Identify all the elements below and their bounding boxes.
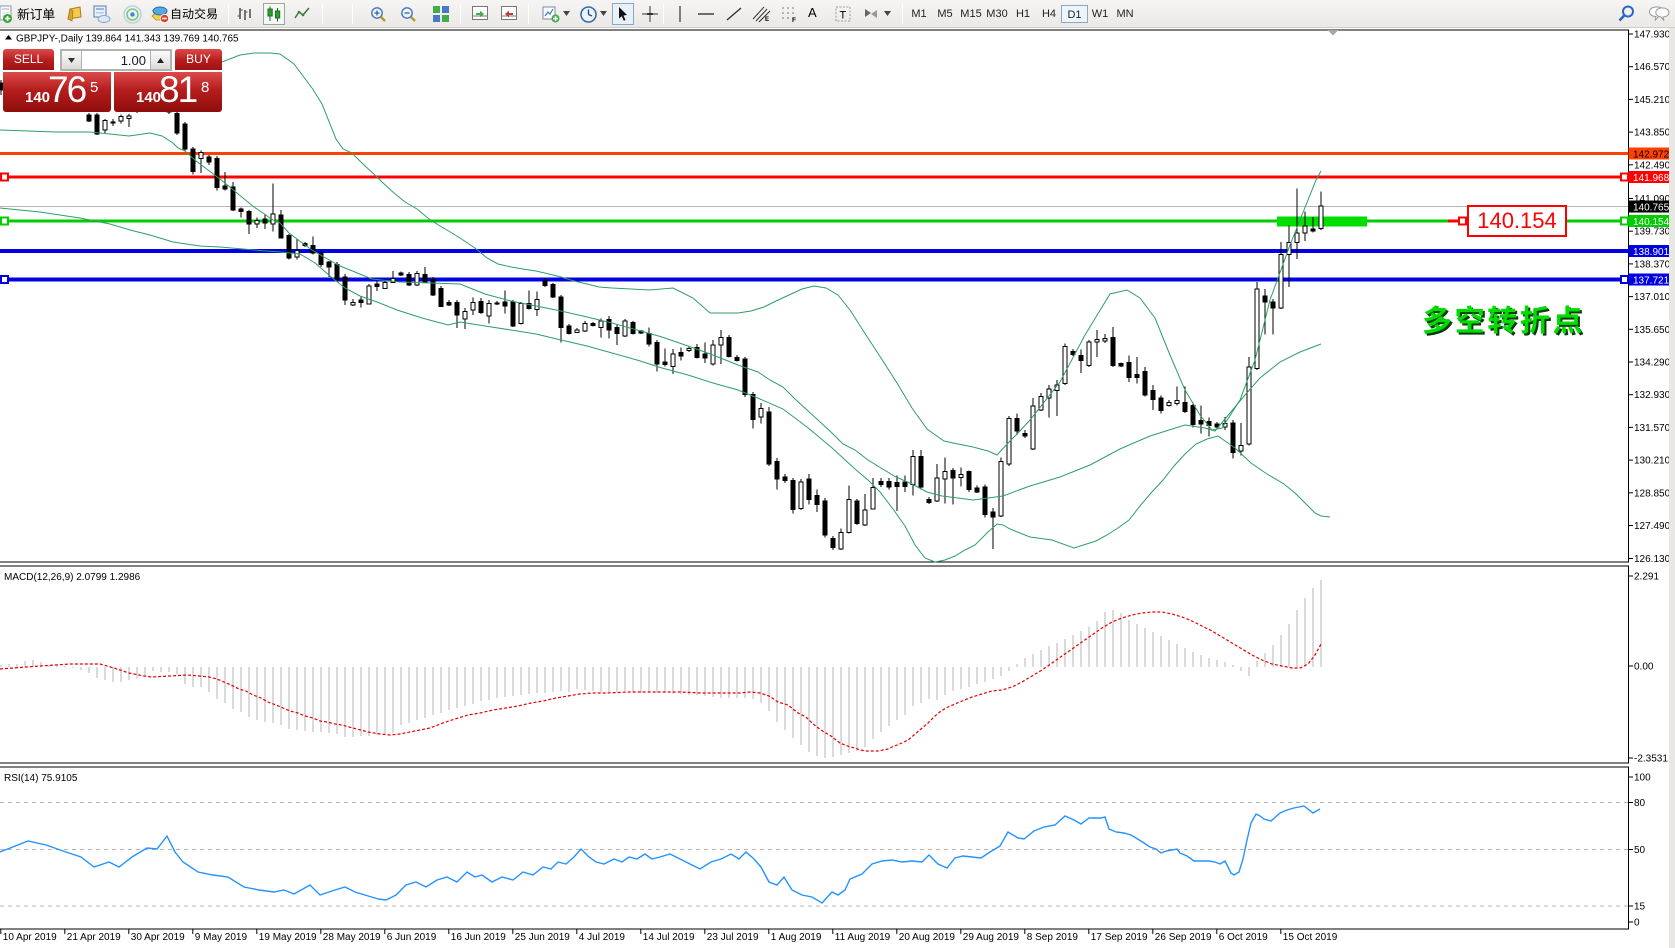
svg-text:137.721: 137.721 (1633, 275, 1670, 286)
svg-text:142.972: 142.972 (1633, 149, 1670, 160)
svg-text:23 Jul 2019: 23 Jul 2019 (707, 932, 759, 943)
svg-text:146.570: 146.570 (1634, 62, 1671, 73)
svg-text:137.010: 137.010 (1634, 292, 1671, 303)
svg-text:0: 0 (1634, 918, 1640, 929)
svg-text:9 May 2019: 9 May 2019 (195, 932, 248, 943)
svg-text:0.00: 0.00 (1634, 662, 1654, 673)
svg-text:8 Sep 2019: 8 Sep 2019 (1027, 932, 1079, 943)
svg-text:131.570: 131.570 (1634, 423, 1671, 434)
svg-text:127.490: 127.490 (1634, 521, 1671, 532)
svg-text:147.930: 147.930 (1634, 30, 1671, 41)
svg-text:11 Aug 2019: 11 Aug 2019 (835, 932, 891, 943)
svg-text:6 Jun 2019: 6 Jun 2019 (387, 932, 437, 943)
svg-text:145.210: 145.210 (1634, 95, 1671, 106)
svg-text:MACD(12,26,9) 2.0799 1.2986: MACD(12,26,9) 2.0799 1.2986 (4, 572, 141, 583)
svg-text:17 Sep 2019: 17 Sep 2019 (1091, 932, 1148, 943)
svg-text:126.130: 126.130 (1634, 554, 1671, 565)
svg-text:15: 15 (1634, 902, 1646, 913)
svg-text:T: T (840, 10, 847, 22)
svg-text:16 Jun 2019: 16 Jun 2019 (451, 932, 506, 943)
svg-text:132.930: 132.930 (1634, 390, 1671, 401)
svg-text:138.370: 138.370 (1634, 259, 1671, 270)
svg-text:E: E (765, 17, 769, 23)
svg-text:141.968: 141.968 (1633, 173, 1670, 184)
svg-text:130.210: 130.210 (1634, 456, 1671, 467)
svg-text:140.154: 140.154 (1633, 217, 1670, 228)
svg-text:2.291: 2.291 (1634, 572, 1659, 583)
svg-text:135.650: 135.650 (1634, 325, 1671, 336)
svg-text:14 Jul 2019: 14 Jul 2019 (643, 932, 695, 943)
svg-text:RSI(14) 75.9105: RSI(14) 75.9105 (4, 773, 78, 784)
svg-text:139.730: 139.730 (1634, 227, 1671, 238)
svg-text:4 Jul 2019: 4 Jul 2019 (579, 932, 626, 943)
svg-text:50: 50 (1634, 845, 1646, 856)
svg-text:29 Aug 2019: 29 Aug 2019 (963, 932, 1020, 943)
svg-text:19 May 2019: 19 May 2019 (259, 932, 317, 943)
svg-text:30 Apr 2019: 30 Apr 2019 (131, 932, 185, 943)
svg-text:128.850: 128.850 (1634, 488, 1671, 499)
svg-text:80: 80 (1634, 798, 1646, 809)
svg-text:-2.3531: -2.3531 (1634, 754, 1668, 765)
svg-text:F: F (792, 17, 796, 23)
svg-text:1 Aug 2019: 1 Aug 2019 (771, 932, 822, 943)
svg-text:21 Apr 2019: 21 Apr 2019 (67, 932, 121, 943)
svg-text:138.901: 138.901 (1633, 247, 1670, 258)
svg-text:GBPJPY-,Daily 139.864 141.343: GBPJPY-,Daily 139.864 141.343 139.769 14… (16, 34, 239, 45)
svg-text:143.850: 143.850 (1634, 128, 1671, 139)
svg-text:10 Apr 2019: 10 Apr 2019 (3, 932, 57, 943)
svg-text:134.290: 134.290 (1634, 358, 1671, 369)
svg-text:25 Jun 2019: 25 Jun 2019 (515, 932, 570, 943)
svg-text:20 Aug 2019: 20 Aug 2019 (899, 932, 956, 943)
svg-text:26 Sep 2019: 26 Sep 2019 (1155, 932, 1212, 943)
svg-text:28 May 2019: 28 May 2019 (323, 932, 381, 943)
svg-text:6 Oct 2019: 6 Oct 2019 (1219, 932, 1268, 943)
svg-text:100: 100 (1634, 773, 1651, 784)
svg-text:142.490: 142.490 (1634, 160, 1671, 171)
svg-text:141.090: 141.090 (1634, 194, 1671, 205)
svg-text:15 Oct 2019: 15 Oct 2019 (1283, 932, 1338, 943)
svg-text:140.765: 140.765 (1633, 202, 1670, 213)
